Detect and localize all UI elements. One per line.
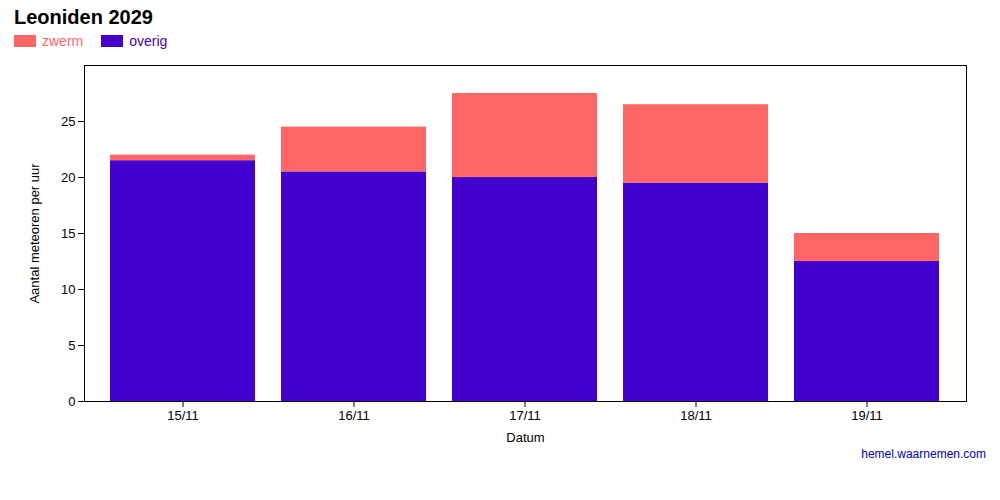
svg-text:16/11: 16/11 bbox=[338, 408, 370, 423]
svg-text:17/11: 17/11 bbox=[509, 408, 541, 423]
html-text:zwerm: zwerm bbox=[42, 33, 84, 49]
svg-text:25: 25 bbox=[61, 114, 75, 129]
svg-text:10: 10 bbox=[61, 282, 75, 297]
svg-text:Datum: Datum bbox=[506, 430, 544, 445]
svg-text:19/11: 19/11 bbox=[851, 408, 883, 423]
svg-text:Aantal meteoren per uur: Aantal meteoren per uur bbox=[27, 163, 42, 304]
svg-text:15/11: 15/11 bbox=[167, 408, 199, 423]
svg-text:15: 15 bbox=[61, 226, 75, 241]
svg-text:20: 20 bbox=[61, 170, 75, 185]
html-text:hemel.waarnemen.com: hemel.waarnemen.com bbox=[861, 447, 986, 461]
svg-text:0: 0 bbox=[68, 394, 75, 409]
svg-text:5: 5 bbox=[68, 338, 75, 353]
svg-text:18/11: 18/11 bbox=[680, 408, 712, 423]
html-text:Leoniden 2029: Leoniden 2029 bbox=[14, 6, 153, 28]
html-text:overig: overig bbox=[129, 33, 168, 49]
